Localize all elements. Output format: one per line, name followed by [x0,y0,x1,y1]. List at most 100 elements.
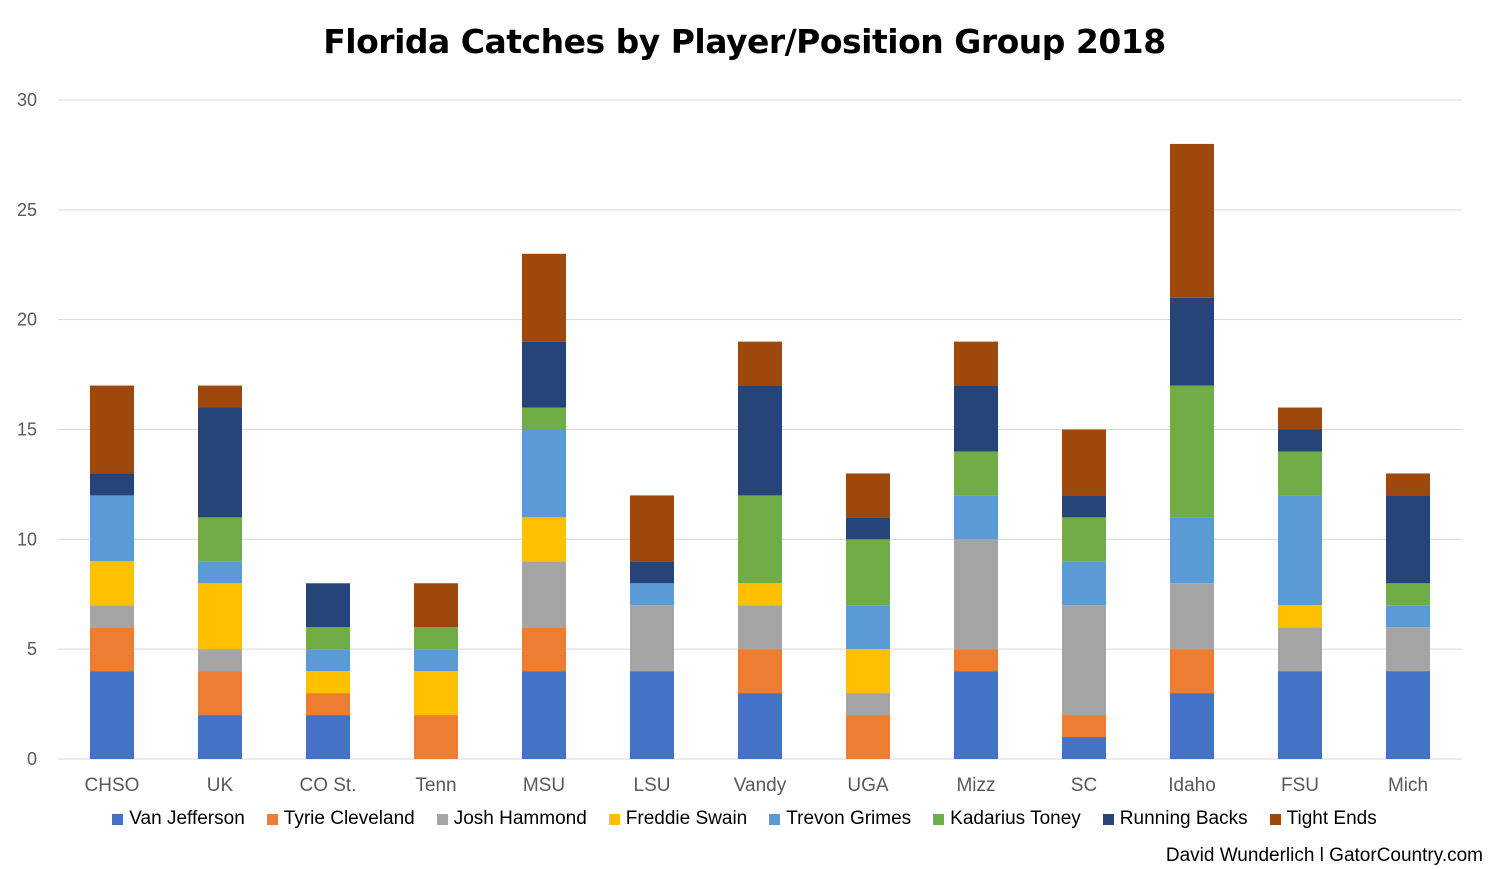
bar-segment [1386,671,1430,759]
bar-segment [954,341,998,386]
legend-label: Tyrie Cleveland [283,808,415,829]
y-tick-label: 15 [17,420,37,440]
legend-label: Trevon Grimes [786,808,912,829]
bar-segment [90,561,134,606]
bar-segment [630,495,674,562]
bars [90,143,1430,759]
bar-segment [630,605,674,672]
bar-segment [306,583,350,628]
bar-segment [414,649,458,672]
bar-segment [306,715,350,759]
bar-segment [1278,495,1322,606]
bar-segment [1170,649,1214,694]
plot-area: 0 5 10 15 20 25 30 CHSO UK CO St. Tenn MSU LSU Vandy… [17,90,1462,796]
bar-segment [522,517,566,562]
legend-swatch [112,813,124,825]
bar-segment [198,715,242,759]
y-axis-ticks: 0 5 10 15 20 25 30 [17,90,37,769]
y-tick-label: 10 [17,529,37,549]
legend-label: Van Jefferson [129,808,245,829]
bar-segment [738,649,782,694]
y-tick-label: 0 [27,749,37,769]
bar-segment [1170,297,1214,386]
bar-segment [846,605,890,650]
bar-segment [414,627,458,650]
bar-segment [1278,671,1322,759]
bar-segment [630,583,674,606]
bar-segment [954,451,998,496]
bar-segment [306,649,350,672]
bar-segment [414,715,458,759]
bar-segment [1278,627,1322,672]
legend-swatch [436,813,448,825]
bar-segment [522,429,566,518]
legend-swatch [608,813,620,825]
x-tick-label: CO St. [299,775,356,796]
bar-segment [846,473,890,518]
bar-segment [1062,561,1106,606]
bar-segment [630,561,674,584]
bar-segment [1278,407,1322,430]
y-tick-label: 5 [27,639,37,659]
legend-item: Freddie Swain [608,808,748,830]
x-tick-label: Tenn [415,775,456,796]
bar-segment [954,495,998,540]
legend-label: Kadarius Toney [950,808,1081,829]
x-tick-label: FSU [1281,775,1319,796]
bar-segment [1170,583,1214,650]
x-tick-label: Mich [1388,775,1428,796]
bar-segment [1386,627,1430,672]
bar-segment [198,385,242,408]
bar-segment [90,605,134,628]
bar-segment [1386,473,1430,496]
x-tick-label: CHSO [85,775,140,796]
bar-segment [414,671,458,716]
x-axis-ticks: CHSO UK CO St. Tenn MSU LSU Vandy UGA Mizz SC Idah… [85,775,1429,796]
x-tick-label: SC [1071,775,1097,796]
x-tick-label: Idaho [1168,775,1216,796]
bar-segment [198,407,242,518]
bar-segment [198,517,242,562]
bar-segment [954,539,998,650]
bar-segment [198,583,242,650]
bar-segment [198,671,242,716]
bar-segment [954,385,998,452]
legend-swatch [933,813,945,825]
bar-segment [1170,517,1214,584]
bar-segment [1062,495,1106,518]
bar-segment [846,517,890,540]
legend: Van Jefferson Tyrie Cleveland Josh Hammond… [0,808,1489,830]
legend-swatch [1102,813,1114,825]
x-tick-label: UGA [847,775,889,796]
bar-segment [1062,737,1106,759]
bar-segment [1170,143,1214,298]
legend-item: Tight Ends [1269,808,1377,830]
bar-segment [738,693,782,759]
legend-label: Freddie Swain [625,808,748,829]
bar-segment [306,693,350,716]
bar-segment [846,715,890,759]
chart-title: Florida Catches by Player/Position Group… [323,22,1166,61]
bar-segment [1062,715,1106,738]
x-tick-label: Vandy [734,775,787,796]
bar-segment [522,561,566,628]
bar-segment [198,649,242,672]
bar-segment [90,671,134,759]
bar-segment [1170,385,1214,518]
bar-segment [306,627,350,650]
legend-item: Josh Hammond [436,808,587,830]
bar-segment [90,473,134,496]
x-tick-label: LSU [634,775,671,796]
bar-segment [1386,605,1430,628]
bar-segment [1386,583,1430,606]
bar-segment [522,407,566,430]
legend-item: Running Backs [1102,808,1248,830]
bar-segment [522,253,566,342]
bar-segment [522,341,566,408]
bar-segment [954,671,998,759]
x-tick-label: MSU [523,775,565,796]
credit-text: David Wunderlich l GatorCountry.com [1165,845,1483,866]
legend-swatch [1269,813,1281,825]
bar-segment [738,385,782,496]
bar-segment [1278,451,1322,496]
